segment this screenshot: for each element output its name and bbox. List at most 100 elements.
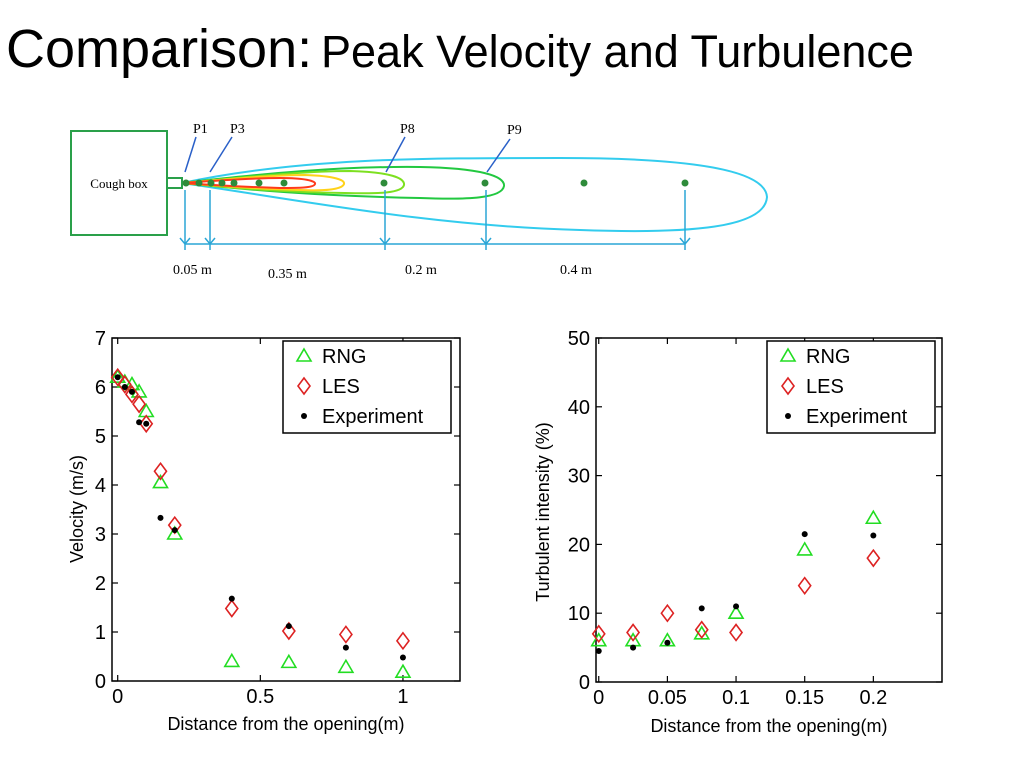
x-tick-label: 0: [593, 687, 604, 709]
data-point-experiment: [698, 605, 705, 612]
plot-frame: [595, 337, 943, 683]
label-p3: P3: [230, 122, 245, 137]
data-point-rng: [109, 368, 127, 383]
label-p1: P1: [193, 122, 208, 137]
data-point-les: [153, 461, 168, 481]
contour-green: [181, 165, 505, 200]
data-point-experiment: [595, 648, 602, 655]
slide-title-sub: Peak Velocity and Turbulence: [321, 26, 914, 77]
point-pointers: [184, 136, 511, 173]
data-point-rng: [280, 653, 298, 669]
slide-title: Comparison: Peak Velocity and Turbulence: [6, 22, 914, 76]
measurement-points: [182, 179, 689, 187]
data-point-les: [117, 375, 132, 394]
y-tick-label: 3: [95, 524, 106, 546]
data-point-experiment: [870, 532, 877, 539]
legend-label-rng: RNG: [322, 346, 366, 368]
data-point-rng: [796, 541, 814, 556]
data-point-rng: [727, 604, 745, 619]
data-point-experiment: [733, 603, 740, 610]
measurement-point: [207, 179, 215, 187]
legend: RNG LES Experiment: [295, 346, 424, 428]
measurement-point: [182, 179, 190, 187]
data-point-experiment: [801, 531, 808, 538]
data-point-les: [167, 515, 182, 535]
y-axis-label: Turbulent intensity (%): [533, 422, 553, 601]
data-point-rng: [394, 663, 412, 678]
cough-box-label: Cough box: [90, 176, 148, 191]
data-point-experiment: [285, 623, 292, 630]
legend-label-les: LES: [322, 376, 360, 398]
measurement-point: [230, 179, 238, 187]
data-point-les: [281, 621, 296, 641]
data-point-experiment: [136, 419, 143, 426]
measurement-point: [255, 179, 263, 187]
dist-label-2: 0.35 m: [268, 267, 307, 282]
velocity-contours: [181, 156, 769, 233]
data-point-les: [797, 576, 812, 596]
contour-yellow: [181, 173, 345, 192]
data-point-rng: [590, 632, 608, 647]
legend-marker-les: [781, 376, 795, 396]
y-tick-label: 2: [95, 573, 106, 595]
axis-ticks: [596, 337, 942, 683]
data-point-rng: [337, 658, 355, 674]
measurement-point: [681, 179, 689, 187]
label-p8: P8: [400, 122, 415, 137]
dist-label-3: 0.2 m: [405, 263, 437, 278]
data-point-experiment: [399, 654, 406, 661]
measurement-point: [218, 179, 226, 187]
data-point-experiment: [128, 388, 135, 395]
data-point-experiment: [121, 384, 128, 390]
x-tick-label: 0.1: [722, 687, 750, 709]
dist-label-4: 0.4 m: [560, 263, 592, 278]
y-tick-label: 5: [95, 426, 106, 448]
cough-box: [70, 130, 168, 236]
y-tick-label: 40: [568, 397, 590, 419]
contour-cyan: [181, 156, 769, 233]
pointer-p1: [184, 136, 197, 173]
legend-marker-rng: [779, 347, 797, 362]
x-tick-label: 0: [112, 686, 123, 708]
label-p9: P9: [507, 123, 522, 138]
slide-title-main: Comparison:: [6, 19, 313, 79]
data-point-les: [124, 385, 139, 404]
data-point-les: [110, 367, 125, 387]
data-point-rng: [166, 525, 184, 540]
data-point-les: [338, 625, 353, 644]
data-point-les: [729, 623, 744, 642]
contour-red: [181, 176, 316, 190]
measurement-point: [481, 179, 489, 187]
data-point-les: [224, 599, 239, 618]
y-axis-label: Velocity (m/s): [67, 455, 87, 563]
measurement-point: [580, 179, 588, 187]
data-point-les: [694, 620, 709, 640]
data-point-rng: [864, 509, 882, 525]
y-tick-label: 10: [568, 603, 590, 625]
data-marks: [590, 509, 882, 655]
dist-label-1: 0.05 m: [173, 263, 212, 278]
legend-label-les: LES: [806, 376, 844, 398]
legend-box: [766, 340, 936, 434]
data-point-les: [866, 548, 881, 568]
x-axis-label: Distance from the opening(m): [650, 716, 887, 736]
y-tick-label: 1: [95, 622, 106, 644]
data-point-les: [395, 631, 410, 651]
plot-frame: [111, 337, 461, 682]
legend-label-experiment: Experiment: [806, 406, 908, 428]
data-marks: [109, 367, 412, 678]
dim-arrows: [179, 237, 691, 246]
y-tick-label: 4: [95, 475, 106, 497]
legend-label-rng: RNG: [806, 346, 850, 368]
measurement-point: [380, 179, 388, 187]
data-point-experiment: [171, 527, 178, 534]
axis-ticks: [112, 337, 460, 682]
legend-box: [282, 340, 452, 434]
pointer-p3: [209, 136, 233, 173]
tick-labels: 0 0.05 0.1 0.15 0.2 0 10 20 30 40 50: [568, 328, 888, 709]
data-point-les: [132, 394, 147, 414]
pointer-p9: [486, 138, 511, 173]
data-point-les: [626, 623, 641, 642]
x-axis-label: Distance from the opening(m): [167, 714, 404, 734]
